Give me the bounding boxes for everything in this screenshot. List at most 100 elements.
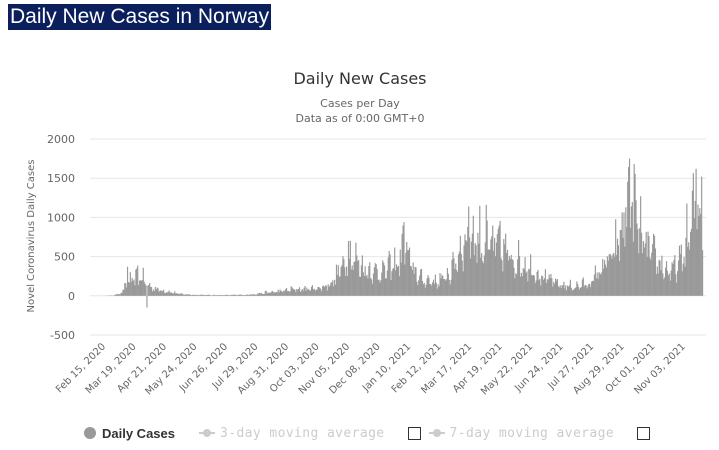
daily-cases-bar — [285, 288, 288, 296]
daily-cases-bar — [344, 267, 346, 296]
daily-cases-bar — [186, 294, 188, 296]
daily-cases-bar — [480, 257, 482, 296]
legend-label-3-day-average: 3-day moving average — [220, 425, 385, 441]
daily-cases-bar — [416, 281, 418, 296]
daily-cases-bar — [680, 244, 682, 296]
3-day-average-checkbox[interactable] — [407, 426, 421, 440]
daily-cases-bar — [533, 275, 535, 296]
daily-cases-bar — [213, 294, 216, 296]
daily-cases-bar — [328, 286, 330, 296]
daily-cases-bar — [628, 158, 631, 296]
daily-cases-bar — [555, 278, 557, 296]
daily-cases-bar — [672, 263, 674, 296]
daily-cases-bar — [279, 289, 281, 296]
daily-cases-bar — [179, 293, 181, 296]
daily-cases-bar — [296, 289, 298, 296]
daily-cases-bar — [542, 279, 545, 296]
daily-cases-bar — [656, 266, 658, 296]
daily-cases-bar — [681, 271, 683, 296]
daily-cases-bar — [200, 294, 202, 296]
daily-cases-bar — [274, 292, 277, 296]
daily-cases-bar — [371, 283, 374, 296]
daily-cases-bar — [319, 287, 321, 296]
daily-cases-bar — [234, 294, 236, 296]
daily-cases-bar — [287, 290, 289, 296]
daily-cases-bar — [227, 295, 229, 296]
daily-cases-bar — [637, 229, 639, 296]
daily-cases-bar — [606, 256, 608, 296]
daily-cases-bar — [618, 261, 620, 296]
daily-cases-bar — [617, 245, 620, 296]
daily-cases-bar — [140, 280, 142, 296]
daily-cases-bar — [365, 276, 367, 296]
daily-cases-bar — [265, 290, 267, 296]
7-day-average-checkbox[interactable] — [637, 426, 651, 440]
daily-cases-bar — [564, 288, 566, 296]
daily-cases-bar — [616, 238, 619, 296]
daily-cases-bar — [592, 281, 595, 296]
daily-cases-bar — [630, 206, 632, 296]
daily-cases-bar — [448, 279, 450, 296]
daily-cases-bar — [143, 281, 145, 296]
daily-cases-bar — [482, 263, 485, 296]
daily-cases-bar — [128, 282, 130, 296]
daily-cases-bar — [646, 257, 648, 296]
daily-cases-bar — [544, 269, 547, 296]
daily-cases-bar — [388, 250, 390, 296]
chart-subtitle-line-1: Cases per Day — [320, 97, 400, 110]
daily-cases-bar — [443, 279, 445, 296]
daily-cases-bar — [169, 292, 171, 296]
daily-cases-bar — [497, 228, 499, 296]
daily-cases-bar — [273, 292, 275, 296]
daily-cases-bar — [465, 240, 467, 296]
page-title: Daily New Cases in Norway — [8, 4, 272, 30]
daily-cases-bar — [165, 292, 167, 296]
daily-cases-bar — [321, 291, 323, 296]
daily-cases-bar — [540, 285, 542, 296]
daily-cases-bar — [434, 274, 436, 296]
daily-cases-bar — [602, 258, 604, 296]
daily-cases-bar — [315, 289, 317, 296]
daily-cases-bar — [500, 258, 502, 296]
daily-cases-bar — [341, 265, 343, 296]
daily-cases-bar — [503, 239, 505, 296]
legend-item-3-day-average[interactable]: 3-day moving average — [199, 426, 385, 441]
daily-cases-bar — [526, 271, 528, 296]
daily-cases-bar — [502, 271, 504, 296]
daily-cases-bar — [332, 280, 334, 296]
daily-cases-bar — [155, 289, 157, 296]
daily-cases-bar — [504, 244, 506, 296]
daily-cases-bar — [702, 250, 704, 296]
daily-cases-bar — [308, 289, 310, 296]
daily-cases-bar — [151, 291, 154, 296]
daily-cases-bar — [530, 274, 533, 296]
daily-cases-bar — [523, 269, 525, 296]
daily-cases-bar — [608, 254, 610, 296]
daily-cases-bar — [520, 272, 522, 296]
daily-cases-bar — [201, 294, 204, 296]
daily-cases-bar — [136, 268, 138, 296]
legend-item-daily-cases[interactable]: Daily Cases — [84, 426, 175, 441]
daily-cases-bar — [450, 279, 452, 296]
daily-cases-bar — [567, 286, 570, 296]
daily-cases-bar — [549, 277, 551, 296]
daily-cases-bar — [626, 226, 628, 296]
daily-cases-bar — [255, 294, 257, 296]
daily-cases-bar — [411, 269, 413, 296]
daily-cases-bar — [468, 206, 470, 296]
daily-cases-bar — [408, 250, 410, 296]
daily-cases-bar — [543, 278, 546, 296]
daily-cases-bar — [454, 269, 456, 296]
daily-cases-bar — [417, 284, 419, 296]
daily-cases-bar — [665, 267, 667, 296]
daily-cases-bar — [139, 280, 142, 296]
daily-cases-bar — [568, 285, 571, 296]
daily-cases-bar — [260, 293, 262, 296]
daily-cases-bar — [359, 276, 361, 296]
daily-cases-bar — [397, 265, 400, 296]
legend-item-7-day-average[interactable]: 7-day moving average — [428, 426, 615, 441]
daily-cases-bar — [420, 269, 422, 296]
daily-cases-bar — [340, 267, 342, 296]
daily-cases-bar — [603, 268, 605, 296]
daily-cases-bar — [404, 264, 406, 296]
